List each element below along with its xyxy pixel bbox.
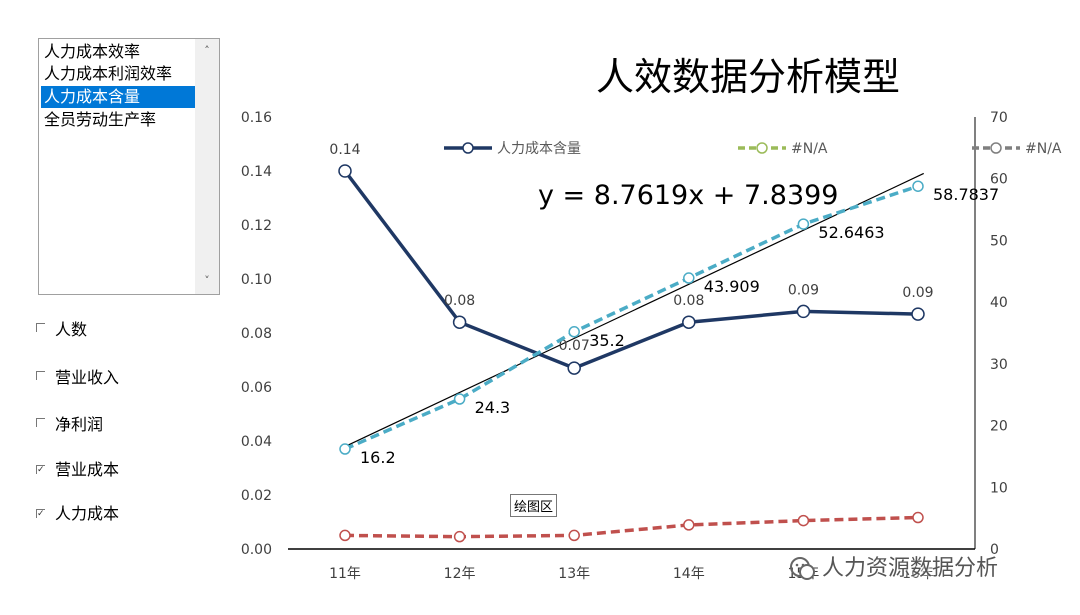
legend-label: 人力成本含量 [497,141,581,157]
data-point [912,511,924,524]
checkbox-icon[interactable]: ✓ [36,509,45,519]
y-left-tick-label: 0.12 [241,218,272,234]
series-line [343,169,919,370]
legend-marker [462,142,474,154]
data-label: 58.7837 [933,185,999,204]
data-label: 0.09 [788,282,819,298]
data-label: 0.14 [329,142,360,158]
scroll-down-icon[interactable]: ˅ [204,274,210,287]
y-left-tick-label: 0.06 [241,380,272,396]
series-line [344,184,919,451]
data-point [453,393,466,405]
checkbox-icon[interactable]: ✓ [36,465,45,475]
checkbox-label: 净利润 [55,415,104,434]
list-item[interactable]: 人力成本利润效率 [44,64,173,83]
legend-marker [756,142,768,154]
checkbox-revenue[interactable]: 营业收入 [36,366,119,390]
legend-marker [990,142,1002,154]
x-tick-label: 12年 [444,566,476,582]
data-point [683,519,695,531]
series-line [344,515,919,539]
list-item[interactable]: 全员劳动生产率 [44,110,157,129]
y-left-tick-label: 0.08 [241,326,272,342]
plot-area-tooltip: 绘图区 [510,494,558,517]
x-tick-label: 14年 [673,566,705,582]
checkbox-headcount[interactable]: 人数 [36,318,87,342]
checkbox-labor-cost[interactable]: ✓ 人力成本 [36,502,119,526]
y-right-tick-label: 40 [990,295,1008,311]
data-point [682,315,696,329]
data-label: 16.2 [360,448,396,467]
y-left-tick-label: 0.04 [241,434,272,450]
y-right-tick-label: 50 [990,233,1008,249]
list-item[interactable]: 人力成本含量 [41,86,196,108]
axes: 0.00 0.02 0.04 0.06 0.08 0.10 0.12 0.14 0.16 0 10 2… [241,110,1008,582]
checkbox-net-profit[interactable]: 净利润 [36,413,103,437]
legend-label: #N/A [1025,141,1062,157]
data-point [338,164,352,178]
watermark-text: 人力资源数据分析 [822,556,999,581]
y-left-tick-label: 0.02 [241,488,272,504]
data-label: 35.2 [589,331,625,350]
data-label: 0.08 [444,293,475,309]
data-point [339,529,351,542]
checkbox-icon[interactable] [36,418,45,427]
series-group: 0.14 0.08 0.07 0.08 0.09 0.09 16.2 24.3 35.2 43.9… [329,142,999,543]
data-point [683,272,695,284]
data-point [567,361,581,375]
checkbox-label: 营业收入 [55,368,120,387]
watermark: 人力资源数据分析 [788,550,998,584]
y-right-tick-label: 0 [990,542,999,558]
y-right-tick-label: 30 [990,357,1008,373]
data-point [796,304,811,319]
checkbox-label: 人力成本 [55,504,120,523]
trendline [344,172,924,448]
data-point [911,307,925,321]
checkbox-operating-cost[interactable]: ✓ 营业成本 [36,458,119,482]
checkbox-icon[interactable] [36,371,45,380]
legend-label: #N/A [791,141,828,157]
checkbox-label: 营业成本 [55,460,120,479]
y-left-tick-label: 0.10 [241,272,272,288]
x-tick-label: 11年 [329,566,361,582]
scroll-up-icon[interactable]: ˄ [204,44,210,57]
y-left-tick-label: 0.16 [241,110,272,126]
data-point [339,443,351,455]
data-label: 0.08 [673,293,704,309]
data-label: 52.6463 [818,223,884,242]
x-tick-label: 13年 [558,566,590,582]
y-right-tick-label: 60 [990,172,1008,188]
metric-listbox[interactable]: 人力成本效率 人力成本利润效率 人力成本含量 全员劳动生产率 ˄ ˅ [38,38,220,295]
data-point [797,514,810,527]
data-label: 43.909 [704,277,760,296]
data-point [797,218,810,230]
data-point [912,180,924,192]
data-point [453,530,466,543]
checkbox-icon[interactable] [36,323,45,332]
wechat-icon [790,557,815,580]
y-left-tick-label: 0.00 [241,542,272,558]
x-tick-label: 16年 [902,566,934,582]
listbox-scrollbar[interactable]: ˄ ˅ [195,39,219,294]
y-left-tick-label: 0.14 [241,164,272,180]
data-label: 0.07 [559,338,590,354]
data-label: 0.09 [902,285,933,301]
y-right-tick-label: 20 [990,419,1008,435]
trendline-line [344,172,924,448]
chart-title: 人效数据分析模型 [596,55,900,99]
y-right-tick-label: 10 [990,480,1008,496]
legend: 人力成本含量 #N/A #N/A [444,141,1062,157]
checkbox-label: 人数 [55,320,88,339]
data-label: 24.3 [475,398,511,417]
data-point [452,315,467,329]
list-item[interactable]: 人力成本效率 [44,42,141,61]
trendline-equation: y = 8.7619x + 7.8399 [538,180,838,211]
data-point [568,326,580,338]
y-right-tick-label: 70 [990,110,1008,126]
data-point [568,529,580,542]
